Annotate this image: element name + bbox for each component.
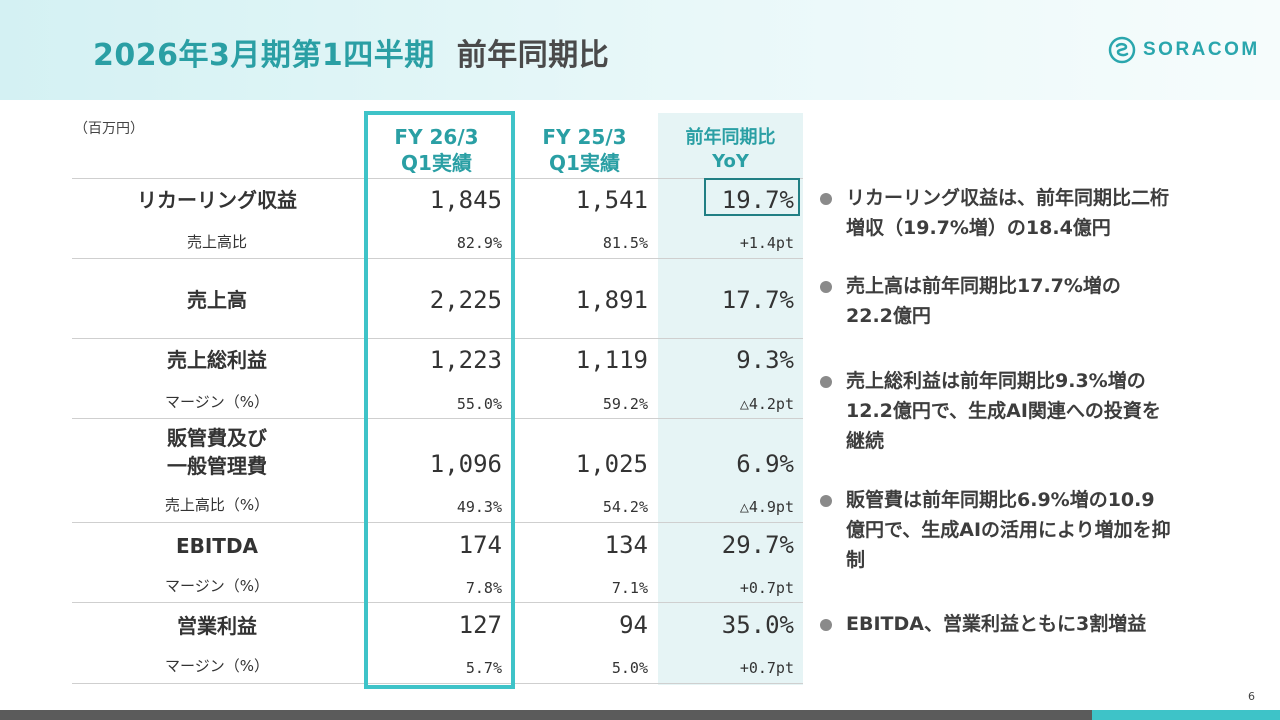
row-label: 売上高 — [187, 288, 247, 312]
cell-yoy: 6.9% — [736, 450, 794, 478]
table-divider — [72, 602, 803, 603]
table-divider — [72, 178, 803, 179]
cell-yoy: △4.9pt — [739, 498, 794, 516]
logo-text: SORACOM — [1143, 39, 1260, 60]
cell-fy25: 1,025 — [575, 450, 648, 478]
row-label: 販管費及び 一般管理費 — [72, 424, 362, 480]
footer-accent-bar — [1092, 710, 1280, 720]
cell-fy26: 7.8% — [465, 579, 502, 597]
bullet-dot-icon — [820, 376, 832, 388]
bullet-item: 売上総利益は前年同期比9.3%増の 12.2億円で、生成AI関連への投資を 継続 — [820, 366, 1220, 456]
title-sub: 前年同期比 — [456, 38, 610, 73]
cell-fy26: 2,225 — [429, 286, 502, 314]
bullet-item: 販管費は前年同期比6.9%増の10.9 億円で、生成AIの活用により増加を抑 制 — [820, 485, 1220, 575]
bullet-line: 継続 — [846, 430, 885, 452]
column-header-fy26-line2: Q1実績 — [401, 151, 472, 175]
soracom-logo: SORACOM — [1108, 36, 1260, 64]
bullet-line: 12.2億円で、生成AI関連への投資を — [846, 400, 1161, 422]
bullet-dot-icon — [820, 495, 832, 507]
row-label: 売上総利益 — [167, 348, 267, 372]
cell-fy26: 174 — [458, 531, 502, 559]
row-label: 売上高比 — [186, 233, 247, 251]
cell-fy26: 49.3% — [456, 498, 502, 516]
cell-fy26: 5.7% — [465, 659, 502, 677]
bullet-line: 制 — [846, 549, 866, 571]
yoy-highlight-box — [704, 178, 800, 216]
bullet-line: 販管費は前年同期比6.9%増の10.9 — [846, 489, 1155, 511]
footer-bar — [0, 710, 1092, 720]
table-divider — [72, 522, 803, 523]
column-header-yoy-line1: 前年同期比 — [685, 127, 776, 148]
title-main: 2026年3月期第1四半期 — [93, 38, 435, 73]
cell-fy25: 81.5% — [602, 234, 648, 252]
cell-yoy: +0.7pt — [739, 659, 794, 677]
cell-fy25: 1,119 — [575, 346, 648, 374]
column-header-fy25-line1: FY 25/3 — [542, 125, 627, 149]
table-divider — [72, 683, 803, 684]
cell-fy25: 1,891 — [575, 286, 648, 314]
column-header-yoy-line2: YoY — [712, 151, 749, 172]
page-number: 6 — [1248, 690, 1255, 703]
row-label: 売上高比（%） — [164, 496, 270, 514]
bullet-line: 増収（19.7%増）の18.4億円 — [846, 217, 1111, 239]
cell-yoy: 19.7% — [721, 186, 794, 214]
cell-fy25: 5.0% — [611, 659, 648, 677]
cell-fy25: 134 — [604, 531, 648, 559]
cell-yoy: △4.2pt — [739, 395, 794, 413]
cell-yoy: 35.0% — [721, 611, 794, 639]
row-label: マージン（%） — [165, 657, 269, 675]
cell-fy25: 59.2% — [602, 395, 648, 413]
column-header-fy26-line1: FY 26/3 — [394, 125, 479, 149]
table-divider — [72, 418, 803, 419]
row-label: マージン（%） — [165, 577, 269, 595]
bullet-line: 22.2億円 — [846, 305, 931, 327]
table-divider — [72, 338, 803, 339]
row-label: リカーリング収益 — [137, 188, 297, 212]
cell-fy26: 1,223 — [429, 346, 502, 374]
cell-yoy: 17.7% — [721, 286, 794, 314]
bullet-line: リカーリング収益は、前年同期比二桁 — [846, 187, 1170, 209]
bullet-dot-icon — [820, 619, 832, 631]
column-header-fy26: FY 26/3 Q1実績 — [364, 124, 509, 176]
bullet-line: EBITDA、営業利益ともに3割増益 — [846, 613, 1147, 635]
cell-fy26: 82.9% — [456, 234, 502, 252]
bullet-line: 売上高は前年同期比17.7%増の — [846, 275, 1121, 297]
fy26-highlight-frame — [364, 111, 515, 689]
bullet-dot-icon — [820, 281, 832, 293]
bullet-item: リカーリング収益は、前年同期比二桁 増収（19.7%増）の18.4億円 — [820, 183, 1220, 243]
column-header-yoy: 前年同期比 YoY — [658, 126, 803, 174]
table-divider — [72, 258, 803, 259]
cell-fy25: 94 — [619, 611, 648, 639]
cell-fy25: 54.2% — [602, 498, 648, 516]
cell-fy26: 55.0% — [456, 395, 502, 413]
cell-fy26: 127 — [458, 611, 502, 639]
row-label: 営業利益 — [177, 614, 257, 638]
cell-yoy: 29.7% — [721, 531, 794, 559]
cell-fy26: 1,845 — [429, 186, 502, 214]
row-label-line2: 一般管理費 — [167, 454, 267, 478]
header-band: 2026年3月期第1四半期 前年同期比 SORACOM — [0, 0, 1280, 100]
cell-fy25: 7.1% — [611, 579, 648, 597]
column-header-fy25-line2: Q1実績 — [549, 151, 620, 175]
cell-fy26: 1,096 — [429, 450, 502, 478]
row-label-line1: 販管費及び — [167, 426, 267, 450]
page-title: 2026年3月期第1四半期 前年同期比 — [93, 30, 609, 74]
cell-yoy: +1.4pt — [739, 234, 794, 252]
column-header-fy25: FY 25/3 Q1実績 — [512, 124, 657, 176]
bullet-line: 売上総利益は前年同期比9.3%増の — [846, 370, 1146, 392]
cell-fy25: 1,541 — [575, 186, 648, 214]
unit-label: （百万円） — [74, 121, 144, 137]
row-label: EBITDA — [175, 534, 259, 558]
bullet-line: 億円で、生成AIの活用により増加を抑 — [846, 519, 1171, 541]
cell-yoy: 9.3% — [736, 346, 794, 374]
bullet-item: 売上高は前年同期比17.7%増の 22.2億円 — [820, 271, 1220, 331]
bullet-dot-icon — [820, 193, 832, 205]
bullet-item: EBITDA、営業利益ともに3割増益 — [820, 609, 1220, 639]
row-label: マージン（%） — [165, 393, 269, 411]
cell-yoy: +0.7pt — [739, 579, 794, 597]
yoy-column-background — [658, 113, 803, 685]
soracom-logo-icon — [1108, 36, 1136, 64]
